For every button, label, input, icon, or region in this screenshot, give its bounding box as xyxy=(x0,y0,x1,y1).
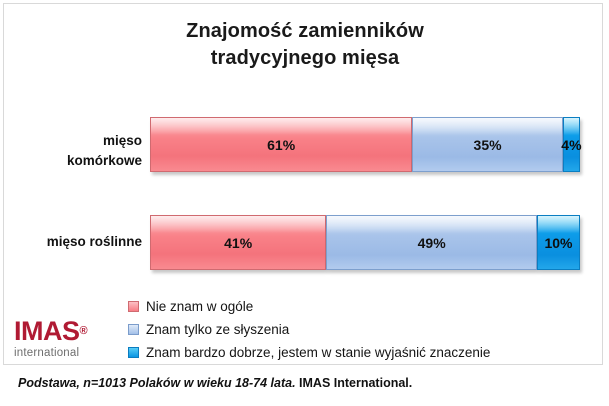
registered-trademark-icon: ® xyxy=(79,324,88,337)
bar-segment-znam-ze-slyszenia[interactable]: 35% xyxy=(412,117,563,172)
chart-title: Znajomość zamienników tradycyjnego mięsa xyxy=(60,18,550,72)
legend-label: Znam bardzo dobrze, jestem w stanie wyja… xyxy=(146,345,491,360)
category-label-mieso-roslinne: mięso roślinne xyxy=(0,232,142,252)
chart-legend: Nie znam w ogóle Znam tylko ze słyszenia… xyxy=(128,296,490,365)
logo-name: IMAS xyxy=(14,316,80,346)
legend-swatch-icon xyxy=(128,347,139,358)
bar-segment-znam-bardzo-dobrze[interactable]: 4% xyxy=(561,117,582,172)
bar-segment-value: 41% xyxy=(224,234,253,251)
bar-segment-znam-bardzo-dobrze[interactable]: 10% xyxy=(537,215,580,270)
legend-swatch-icon xyxy=(128,324,139,335)
bar-segment-value: 61% xyxy=(267,136,296,153)
category-label-mieso-komorkowe: mięso komórkowe xyxy=(10,131,142,170)
footnote-source-org: IMAS International. xyxy=(295,376,413,390)
legend-label: Znam tylko ze słyszenia xyxy=(146,322,290,337)
legend-swatch-icon xyxy=(128,301,139,312)
chart-title-line-2: tradycyjnego mięsa xyxy=(210,47,400,69)
legend-item-znam-bardzo-dobrze[interactable]: Znam bardzo dobrze, jestem w stanie wyja… xyxy=(128,342,490,363)
bar-segment-value: 35% xyxy=(473,136,502,153)
legend-item-nie-znam-w-ogole[interactable]: Nie znam w ogóle xyxy=(128,296,490,317)
category-label-line-1: mięso xyxy=(102,133,142,148)
imas-logo: IMAS® international xyxy=(14,318,114,360)
bar-row-mieso-roslinne: 41% 49% 10% xyxy=(150,215,580,270)
logo-subtitle: international xyxy=(14,347,80,359)
category-label-line-1: mięso roślinne xyxy=(46,234,142,249)
logo-wordmark: IMAS® xyxy=(14,318,114,345)
bar-row-mieso-komorkowe: 61% 35% 4% xyxy=(150,117,582,172)
chart-title-line-1: Znajomość zamienników xyxy=(186,20,424,42)
footnote-source-base: Podstawa, n=1013 Polaków w wieku 18-74 l… xyxy=(18,376,296,390)
bar-segment-value: 4% xyxy=(561,136,582,153)
bar-segment-znam-ze-slyszenia[interactable]: 49% xyxy=(326,215,537,270)
legend-item-znam-ze-slyszenia[interactable]: Znam tylko ze słyszenia xyxy=(128,319,490,340)
category-label-line-2: komórkowe xyxy=(66,152,142,168)
bar-segment-nie-znam-w-ogole[interactable]: 41% xyxy=(150,215,327,270)
legend-label: Nie znam w ogóle xyxy=(146,299,254,314)
bar-segment-value: 49% xyxy=(417,234,446,251)
bar-segment-value: 10% xyxy=(544,234,573,251)
bar-segment-nie-znam-w-ogole[interactable]: 61% xyxy=(150,117,413,172)
chart-footnote: Podstawa, n=1013 Polaków w wieku 18-74 l… xyxy=(18,376,412,390)
